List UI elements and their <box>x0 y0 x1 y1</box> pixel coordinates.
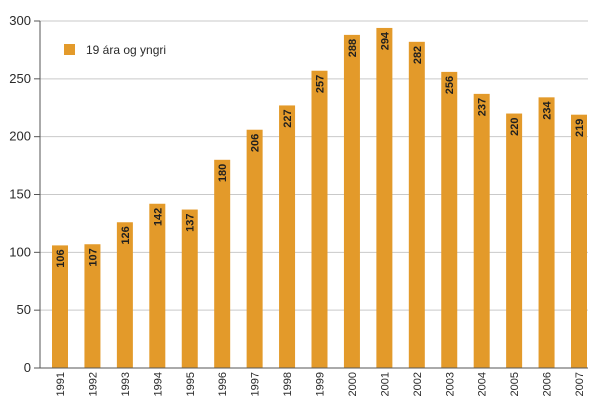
y-tick-label: 100 <box>9 244 31 259</box>
data-label: 227 <box>282 109 294 127</box>
data-label: 294 <box>379 31 391 50</box>
y-tick-label: 300 <box>9 13 31 28</box>
bar <box>441 71 458 368</box>
data-label: 219 <box>574 119 586 137</box>
x-tick-label: 1992 <box>87 372 99 396</box>
x-tick-label: 1998 <box>282 372 294 396</box>
x-tick-label: 2004 <box>477 372 489 396</box>
bar <box>408 41 425 368</box>
bar <box>311 70 328 368</box>
x-tick-label: 2007 <box>574 372 586 396</box>
x-tick-label: 1991 <box>55 372 67 396</box>
data-label: 107 <box>87 248 99 266</box>
x-tick-label: 2005 <box>509 372 521 396</box>
bars-layer: 106 107 126 142 137 180 206 227 257 288 294 282 256 2… <box>52 27 587 369</box>
x-tick-label: 1995 <box>185 372 197 396</box>
data-label: 282 <box>412 46 424 64</box>
data-label: 256 <box>444 76 456 94</box>
data-label: 180 <box>217 164 229 182</box>
data-label: 106 <box>55 249 67 267</box>
data-label: 237 <box>477 98 489 116</box>
x-tick-label: 2002 <box>412 372 424 396</box>
bar <box>538 97 555 368</box>
x-tick-label: 1994 <box>152 372 164 396</box>
data-label: 206 <box>250 134 262 152</box>
bar <box>214 159 231 368</box>
data-label: 220 <box>509 118 521 136</box>
bar <box>116 222 133 368</box>
x-tick-label: 2001 <box>379 372 391 396</box>
bar <box>279 105 296 368</box>
bar <box>376 27 393 368</box>
legend: 19 ára og yngri <box>64 43 166 57</box>
y-tick-label: 50 <box>17 302 31 317</box>
bar <box>571 114 587 368</box>
x-tick-label: 2000 <box>347 372 359 396</box>
x-tick-label: 2006 <box>542 372 554 396</box>
data-label: 137 <box>185 214 197 232</box>
bar <box>84 244 101 368</box>
data-label: 142 <box>152 208 164 226</box>
bar <box>52 245 68 368</box>
y-tick-label: 200 <box>9 129 31 144</box>
bar <box>343 34 360 368</box>
y-tick-label: 0 <box>24 360 31 375</box>
bar <box>181 209 198 368</box>
bar <box>473 93 490 369</box>
bar <box>506 113 523 369</box>
y-tick-label: 150 <box>9 187 31 202</box>
data-label: 234 <box>542 100 554 119</box>
x-tick-label: 2003 <box>444 372 456 396</box>
data-label: 257 <box>315 75 327 93</box>
data-label: 288 <box>347 39 359 57</box>
y-tick-label: 250 <box>9 71 31 86</box>
legend-swatch <box>64 44 75 55</box>
bar <box>246 129 263 368</box>
x-tick-label: 1997 <box>250 372 262 396</box>
axis-layer: 0 50 100 150 200 250 300 1991 1992 1993 1994 1995 19… <box>9 13 588 396</box>
x-tick-label: 1993 <box>120 372 132 396</box>
legend-label: 19 ára og yngri <box>86 43 166 57</box>
x-tick-label: 1996 <box>217 372 229 396</box>
data-label: 126 <box>120 226 132 244</box>
x-tick-label: 1999 <box>315 372 327 396</box>
bar <box>149 203 166 368</box>
